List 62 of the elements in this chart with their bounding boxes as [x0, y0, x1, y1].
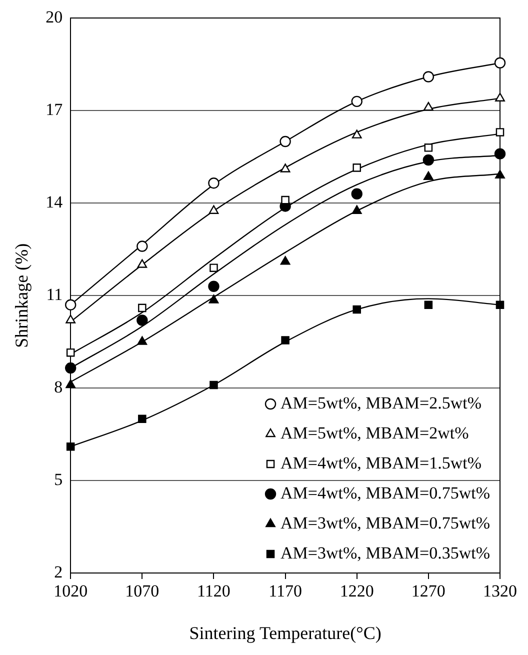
point [208, 280, 220, 292]
point [422, 71, 434, 82]
point [280, 256, 290, 265]
point [424, 102, 434, 111]
point [136, 314, 148, 326]
point [280, 164, 290, 172]
point [208, 294, 219, 304]
point [352, 164, 361, 172]
point [495, 92, 505, 102]
legend-label: AM=3wt%, MBAM=0.35wt% [280, 543, 490, 562]
point [210, 380, 218, 390]
x-tick-label: 1320 [483, 582, 517, 601]
point [494, 148, 506, 160]
legend-label: AM=5wt%, MBAM=2wt% [280, 423, 469, 442]
point [208, 178, 220, 189]
x-tick-label: 1270 [411, 582, 446, 601]
point [351, 96, 362, 108]
point [352, 130, 362, 138]
point [65, 299, 76, 310]
x-tick-label: 1070 [125, 582, 160, 601]
point [496, 128, 504, 136]
point [352, 205, 362, 214]
point [351, 188, 362, 200]
point [424, 144, 433, 152]
point [494, 57, 506, 68]
x-tick-label: 1020 [54, 582, 88, 601]
y-tick-label: 20 [46, 8, 63, 27]
point [138, 304, 146, 312]
y-tick-label: 11 [46, 285, 63, 304]
point [65, 362, 76, 374]
legend-label: AM=4wt%, MBAM=1.5wt% [280, 453, 482, 472]
x-tick-label: 1220 [340, 582, 374, 601]
legend-label: AM=3wt%, MBAM=0.75wt% [280, 513, 490, 532]
y-tick-label: 8 [54, 378, 63, 397]
point [424, 171, 434, 180]
legend-label: AM=5wt%, MBAM=2.5wt% [280, 393, 482, 412]
x-axis-title: Sintering Temperature(°C) [189, 622, 382, 643]
point [66, 379, 76, 388]
y-tick-label: 14 [46, 192, 64, 212]
point [137, 259, 148, 268]
point [352, 305, 361, 314]
point [208, 205, 219, 214]
point [136, 240, 148, 252]
y-axis-title: Shrinkage (%) [12, 243, 32, 348]
point [66, 348, 75, 357]
point [66, 314, 76, 324]
point [280, 136, 291, 148]
point [138, 414, 146, 424]
x-tick-label: 1170 [268, 582, 302, 601]
y-tick-label: 17 [46, 100, 64, 120]
point [210, 264, 218, 272]
point [66, 442, 75, 451]
point [495, 170, 505, 178]
legend-label: AM=4wt%, MBAM=0.75wt% [280, 483, 490, 502]
y-tick-label: 5 [54, 470, 63, 489]
point [424, 300, 433, 309]
y-tick-label: 2 [54, 562, 63, 582]
point [281, 336, 290, 344]
point [496, 300, 504, 309]
x-tick-label: 1120 [197, 582, 230, 601]
point [422, 154, 434, 166]
point [137, 336, 148, 345]
